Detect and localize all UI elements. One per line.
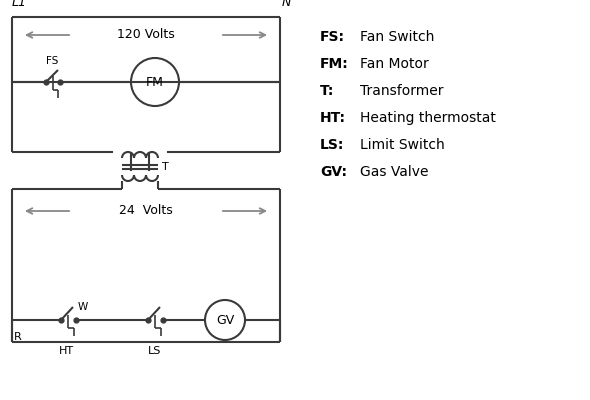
Text: FM: FM	[146, 76, 164, 88]
Text: Gas Valve: Gas Valve	[360, 165, 428, 179]
Text: Heating thermostat: Heating thermostat	[360, 111, 496, 125]
Text: L1: L1	[12, 0, 27, 9]
Text: FS: FS	[46, 56, 58, 66]
Text: Fan Motor: Fan Motor	[360, 57, 429, 71]
Text: LS:: LS:	[320, 138, 345, 152]
Text: R: R	[14, 332, 22, 342]
Text: 120 Volts: 120 Volts	[117, 28, 175, 42]
Text: N: N	[282, 0, 291, 9]
Text: LS: LS	[148, 346, 162, 356]
Text: T:: T:	[320, 84, 335, 98]
Text: HT: HT	[58, 346, 74, 356]
Text: T: T	[162, 162, 169, 172]
Text: Limit Switch: Limit Switch	[360, 138, 445, 152]
Text: GV: GV	[216, 314, 234, 326]
Text: 24  Volts: 24 Volts	[119, 204, 173, 218]
Text: Transformer: Transformer	[360, 84, 444, 98]
Text: GV:: GV:	[320, 165, 347, 179]
Text: FS:: FS:	[320, 30, 345, 44]
Text: HT:: HT:	[320, 111, 346, 125]
Text: W: W	[78, 302, 88, 312]
Text: FM:: FM:	[320, 57, 349, 71]
Text: Fan Switch: Fan Switch	[360, 30, 434, 44]
